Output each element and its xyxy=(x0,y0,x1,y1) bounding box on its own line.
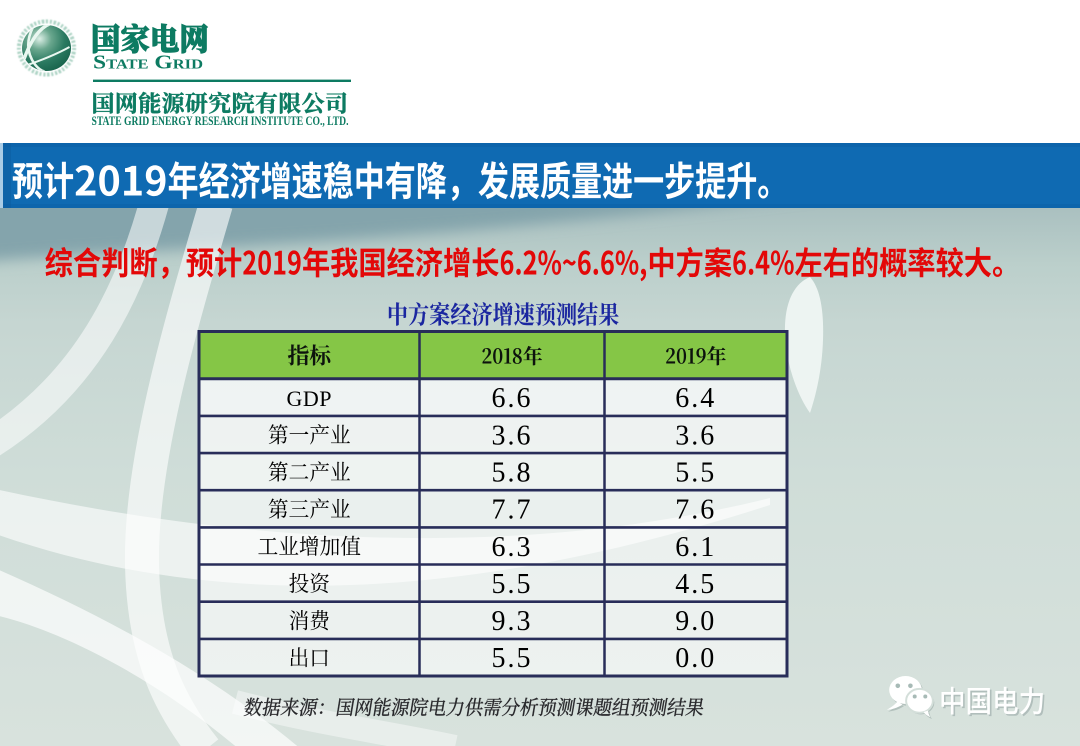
svg-text:STATE GRID ENERGY RESEARCH INS: STATE GRID ENERGY RESEARCH INSTITUTE CO.… xyxy=(92,113,349,128)
svg-text:4.5: 4.5 xyxy=(675,569,716,600)
svg-text:6.1: 6.1 xyxy=(675,532,716,563)
svg-text:0.0: 0.0 xyxy=(675,643,716,674)
svg-text:State Grid: State Grid xyxy=(93,52,203,74)
svg-text:5.5: 5.5 xyxy=(675,458,716,489)
svg-text:5.8: 5.8 xyxy=(492,458,533,489)
svg-text:7.6: 7.6 xyxy=(675,495,716,526)
svg-text:GDP: GDP xyxy=(286,386,332,411)
svg-text:6.4: 6.4 xyxy=(675,383,716,414)
svg-text:7.7: 7.7 xyxy=(492,495,533,526)
svg-text:6.6: 6.6 xyxy=(492,383,533,414)
svg-text:3.6: 3.6 xyxy=(675,420,716,451)
svg-text:9.3: 9.3 xyxy=(492,606,533,637)
svg-text:3.6: 3.6 xyxy=(492,420,533,451)
svg-text:5.5: 5.5 xyxy=(492,643,533,674)
svg-text:5.5: 5.5 xyxy=(492,569,533,600)
svg-text:9.0: 9.0 xyxy=(675,606,716,637)
svg-text:6.3: 6.3 xyxy=(492,532,533,563)
